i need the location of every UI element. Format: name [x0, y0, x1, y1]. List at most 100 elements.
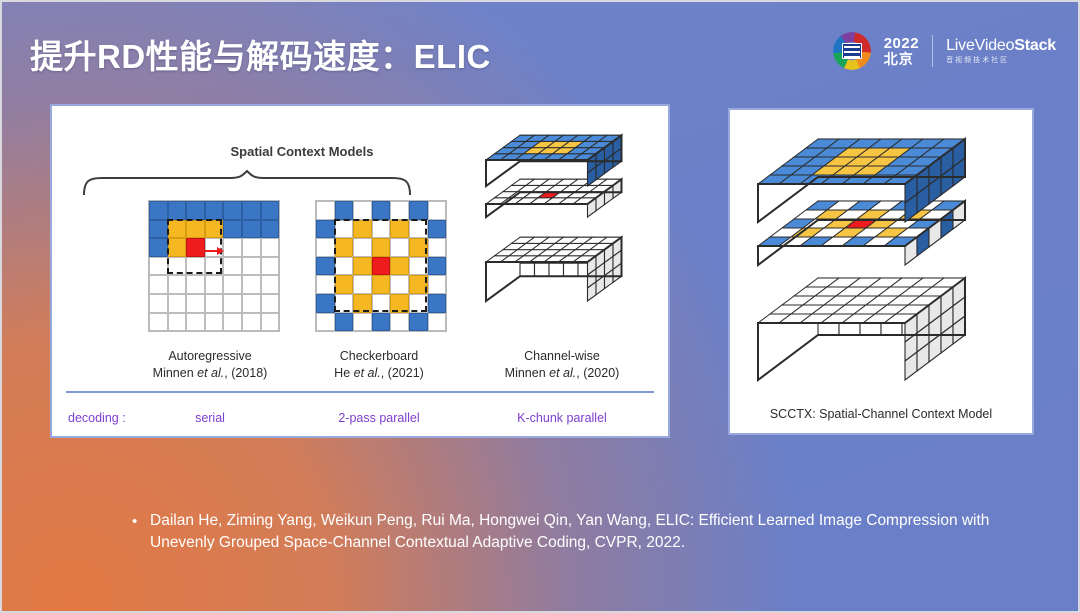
grid-cell: [223, 312, 242, 332]
decoding-autoregressive: serial: [195, 411, 225, 425]
channel-wise-stack: [484, 133, 624, 303]
grid-cell: [241, 275, 261, 294]
grid-cell: [353, 201, 372, 220]
grid-cell: [390, 238, 409, 257]
grid-cell: [149, 312, 168, 332]
grid-cell: [408, 293, 428, 313]
grid-cell: [408, 238, 428, 257]
grid-cell: [260, 219, 280, 239]
grid-cell: [149, 238, 168, 257]
grid-cell: [353, 293, 372, 313]
spatial-context-models-label: Spatial Context Models: [230, 144, 374, 159]
grid-cell: [390, 201, 409, 220]
grid-cell: [149, 256, 168, 276]
grid-cell: [186, 275, 205, 294]
grid-cell: [371, 293, 391, 313]
grid-cell: [149, 275, 168, 294]
grid-cell: [204, 312, 224, 332]
grid-cell: [371, 238, 391, 257]
grid-cell: [260, 201, 280, 220]
grid-cell: [390, 275, 409, 294]
checkerboard-grid: [315, 200, 448, 333]
wordmark-live: Live: [946, 36, 975, 54]
grid-cell: [390, 219, 409, 239]
decoding-checkerboard: 2-pass parallel: [338, 411, 420, 425]
slab: [756, 137, 967, 224]
conference-logo-icon: [832, 32, 871, 70]
grid-cell: [390, 312, 409, 332]
grid-cell: [371, 275, 391, 294]
scctx-caption: SCCTX: Spatial-Channel Context Model: [769, 407, 993, 421]
slab: [756, 276, 967, 382]
grid-cell: [427, 256, 447, 276]
conference-city: 北京: [883, 50, 914, 67]
grid-cell: [167, 312, 187, 332]
grid-cell: [334, 275, 354, 294]
grid-cell: [167, 238, 187, 257]
livevideostack-wordmark: LiveVideoStack 音视频技术社区: [946, 36, 1056, 64]
grid-cell: [241, 238, 261, 257]
grid-cell: [223, 219, 242, 239]
grid-cell: [186, 312, 205, 332]
grid-cell: [260, 256, 280, 276]
grid-cell: [408, 201, 428, 220]
grid-cell: [204, 256, 224, 276]
grid-cell: [241, 201, 261, 220]
grid-cell: [186, 238, 205, 257]
page-title: 提升RD性能与解码速度：ELIC: [30, 38, 491, 75]
grid-cell: [223, 256, 242, 276]
grid-cell: [186, 293, 205, 313]
grid-cell: [186, 256, 205, 276]
brand-bar: 2022 北京 LiveVideoStack 音视频技术社区: [832, 30, 1056, 72]
grid-cell: [316, 293, 335, 313]
grid-cell: [334, 312, 354, 332]
citation-bullet: •: [132, 513, 138, 530]
slab: [484, 177, 624, 219]
grid-cell: [204, 201, 224, 220]
grid-cell: [167, 201, 187, 220]
decoding-channel-wise: K-chunk parallel: [517, 411, 607, 425]
wordmark-video: Video: [974, 36, 1015, 54]
grid-cell: [316, 219, 335, 239]
grid-cell: [241, 293, 261, 313]
grid-cell: [353, 238, 372, 257]
slab: [484, 133, 624, 188]
grid-cell: [149, 219, 168, 239]
grid-cell: [223, 238, 242, 257]
grid-cell: [371, 312, 391, 332]
grid-cell: [260, 293, 280, 313]
slab: [756, 199, 967, 267]
caption-channel-wise: Channel-wise Minnen et al., (2020): [504, 349, 620, 380]
grid-cell: [204, 293, 224, 313]
grid-cell: [260, 312, 280, 332]
grid-cell: [353, 256, 372, 276]
grid-cell: [316, 238, 335, 257]
conference-year-block: 2022 北京: [884, 36, 919, 66]
decoding-row-label: decoding :: [68, 411, 126, 425]
grid-cell: [427, 275, 447, 294]
grid-cell: [334, 256, 354, 276]
grid-cell: [334, 238, 354, 257]
grid-cell: [371, 256, 391, 276]
grid-cell: [427, 312, 447, 332]
grid-cell: [204, 219, 224, 239]
caption-autoregressive: Autoregressive Minnen et al., (2018): [152, 349, 268, 380]
grid-cell: [204, 238, 224, 257]
brand-divider: [932, 35, 934, 67]
grid-cell: [223, 275, 242, 294]
grid-cell: [241, 256, 261, 276]
grid-cell: [390, 256, 409, 276]
grid-cell: [427, 293, 447, 313]
grid-cell: [149, 293, 168, 313]
decoding-divider: [66, 391, 654, 393]
caption-checkerboard: Checkerboard He et al., (2021): [334, 349, 424, 380]
grid-cell: [316, 275, 335, 294]
grid-cell: [408, 219, 428, 239]
grid-cell: [353, 219, 372, 239]
grid-cell: [427, 219, 447, 239]
grid-cell: [223, 293, 242, 313]
grid-cell: [316, 201, 335, 220]
grid-cell: [408, 256, 428, 276]
grid-cell: [167, 275, 187, 294]
grid-cell: [260, 238, 280, 257]
